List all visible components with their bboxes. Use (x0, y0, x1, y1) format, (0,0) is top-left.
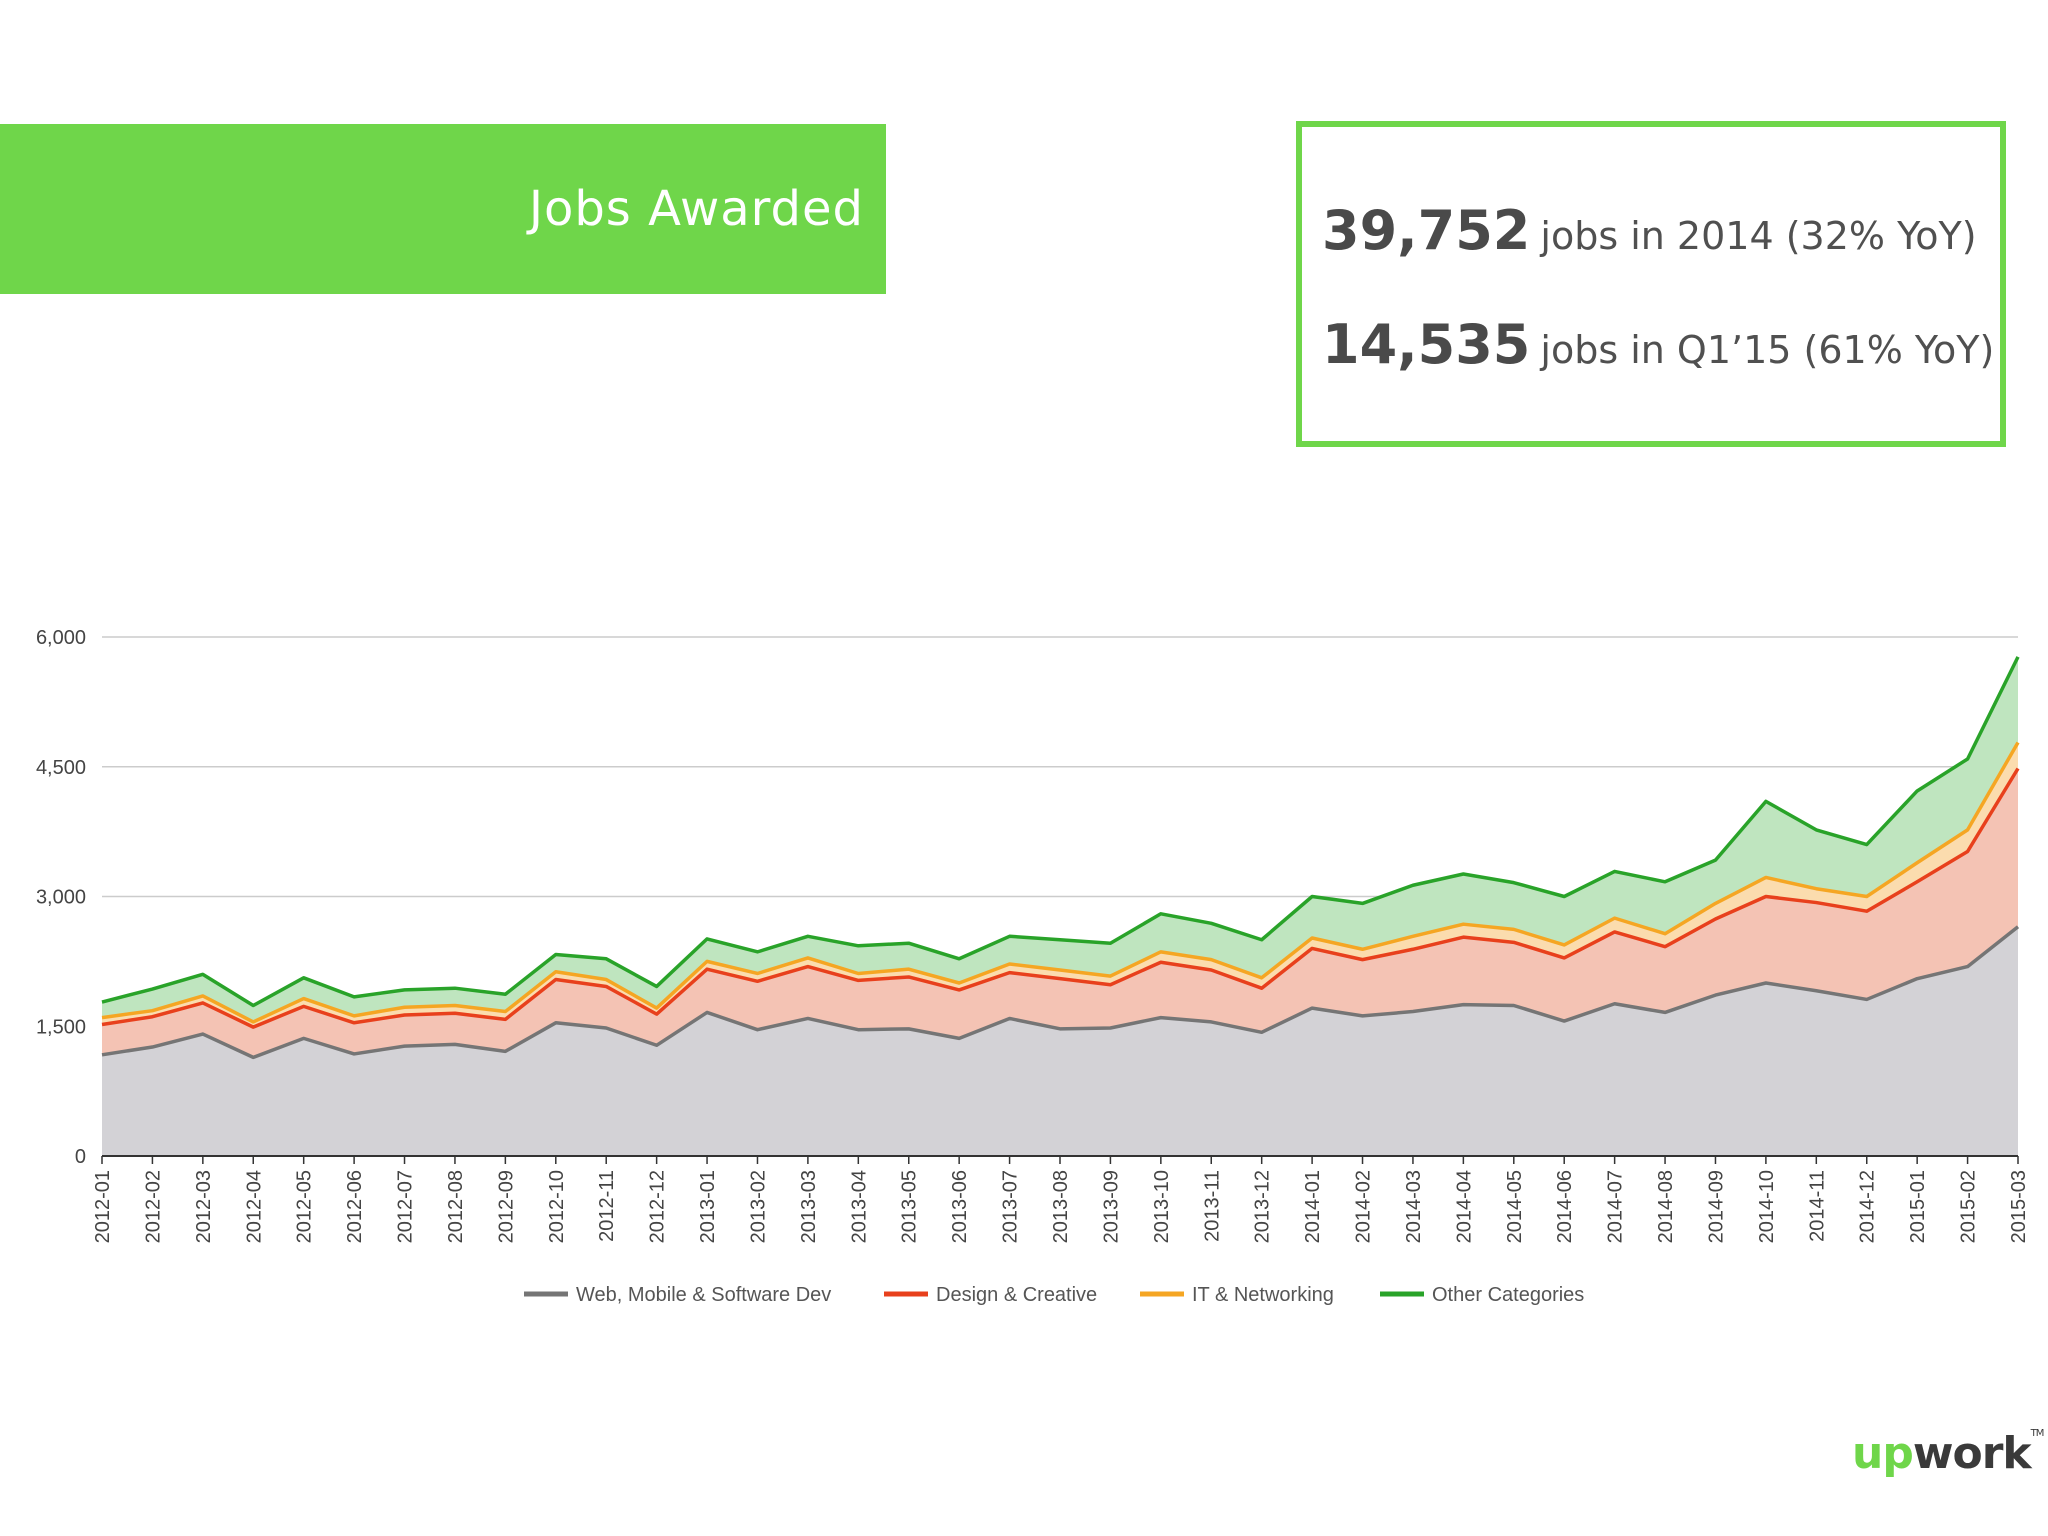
x-tick-label: 2012-11 (596, 1170, 618, 1242)
other-categories-line (101, 656, 2020, 1008)
x-tick-label: 2015-01 (1907, 1170, 1929, 1243)
x-tick-label: 2013-03 (798, 1170, 820, 1243)
x-tick-label: 2013-08 (1050, 1170, 1072, 1243)
x-tick-label: 2012-03 (193, 1170, 215, 1243)
x-tick-label: 2014-01 (1302, 1170, 1324, 1243)
x-tick-label: 2014-02 (1353, 1170, 1375, 1243)
x-tick-label: 2013-05 (899, 1170, 921, 1243)
x-tick-label: 2014-09 (1705, 1170, 1727, 1243)
x-tick-label: 2012-07 (395, 1170, 417, 1243)
x-tick-label: 2012-06 (344, 1170, 366, 1243)
stat-q1-2015-number: 14,535 (1322, 313, 1531, 376)
x-tick-label: 2013-11 (1201, 1170, 1223, 1242)
x-tick-label: 2014-06 (1554, 1170, 1576, 1243)
x-tick-label: 2013-06 (949, 1170, 971, 1243)
design-creative-area (102, 768, 2018, 1058)
x-tick-label: 2012-09 (495, 1170, 517, 1243)
x-tick-label: 2014-10 (1756, 1170, 1778, 1243)
x-tick-label: 2015-02 (1958, 1170, 1980, 1243)
x-tick-label: 2013-10 (1151, 1170, 1173, 1243)
y-tick-label: 1,500 (36, 1016, 86, 1038)
logo-tm: TM (2030, 1428, 2045, 1439)
x-tick-label: 2015-03 (2008, 1170, 2030, 1243)
title-banner: Jobs Awarded (0, 124, 886, 294)
x-tick-label: 2013-09 (1100, 1170, 1122, 1243)
x-tick-label: 2014-03 (1403, 1170, 1425, 1243)
x-tick-label: 2014-04 (1453, 1170, 1475, 1243)
y-tick-label: 6,000 (36, 627, 86, 649)
web-mobile-software-area (102, 926, 2018, 1156)
y-tick-label: 4,500 (36, 757, 86, 779)
stat-2014-text: jobs in 2014 (32% YoY) (1540, 214, 1977, 258)
x-tick-label: 2014-07 (1605, 1170, 1627, 1243)
x-tick-label: 2012-05 (294, 1170, 316, 1243)
x-tick-label: 2012-12 (647, 1170, 669, 1243)
x-tick-label: 2014-12 (1857, 1170, 1879, 1243)
web-mobile-software-line (101, 925, 2020, 1060)
x-tick-label: 2012-01 (92, 1170, 114, 1243)
x-tick-label: 2012-10 (546, 1170, 568, 1243)
logo-work: work (1912, 1428, 2032, 1479)
x-tick-label: 2013-07 (1000, 1170, 1022, 1243)
stats-box: 39,752 jobs in 2014 (32% YoY) 14,535 jobs … (1296, 121, 2006, 447)
x-tick-label: 2013-04 (848, 1170, 870, 1243)
page-title: Jobs Awarded (528, 181, 864, 237)
jobs-awarded-chart: 0 1,500 3,000 4,500 6,000 2012-01 2012-02 2012-… (36, 627, 2030, 1306)
legend-label: Other Categories (1432, 1284, 1584, 1306)
x-tick-label: 2012-04 (243, 1170, 265, 1243)
logo-up: up (1852, 1428, 1914, 1479)
stat-q1-2015-text: jobs in Q1’15 (61% YoY) (1540, 328, 1995, 372)
y-tick-label: 3,000 (36, 887, 86, 909)
upwork-logo: upworkTM (1852, 1428, 2045, 1479)
stat-2014: 39,752 jobs in 2014 (32% YoY) (1322, 199, 1977, 262)
stat-q1-2015: 14,535 jobs in Q1’15 (61% YoY) (1322, 313, 1994, 376)
x-tick-label: 2012-08 (445, 1170, 467, 1243)
x-tick-label: 2014-05 (1504, 1170, 1526, 1243)
x-tick-label: 2013-02 (747, 1170, 769, 1243)
legend-label: Design & Creative (936, 1284, 1097, 1306)
legend-label: Web, Mobile & Software Dev (576, 1284, 831, 1306)
other-categories-area (102, 656, 2018, 1022)
x-tick-label: 2013-01 (697, 1170, 719, 1243)
x-tick-label: 2012-02 (142, 1170, 164, 1243)
x-tick-label: 2013-12 (1252, 1170, 1274, 1243)
design-creative-line (101, 767, 2020, 1029)
legend-label: IT & Networking (1192, 1284, 1334, 1306)
x-tick-label: 2014-08 (1655, 1170, 1677, 1243)
stat-2014-number: 39,752 (1322, 199, 1531, 262)
x-tick-label: 2014-11 (1806, 1170, 1828, 1242)
it-networking-line (101, 741, 2020, 1024)
y-tick-label: 0 (75, 1146, 86, 1168)
